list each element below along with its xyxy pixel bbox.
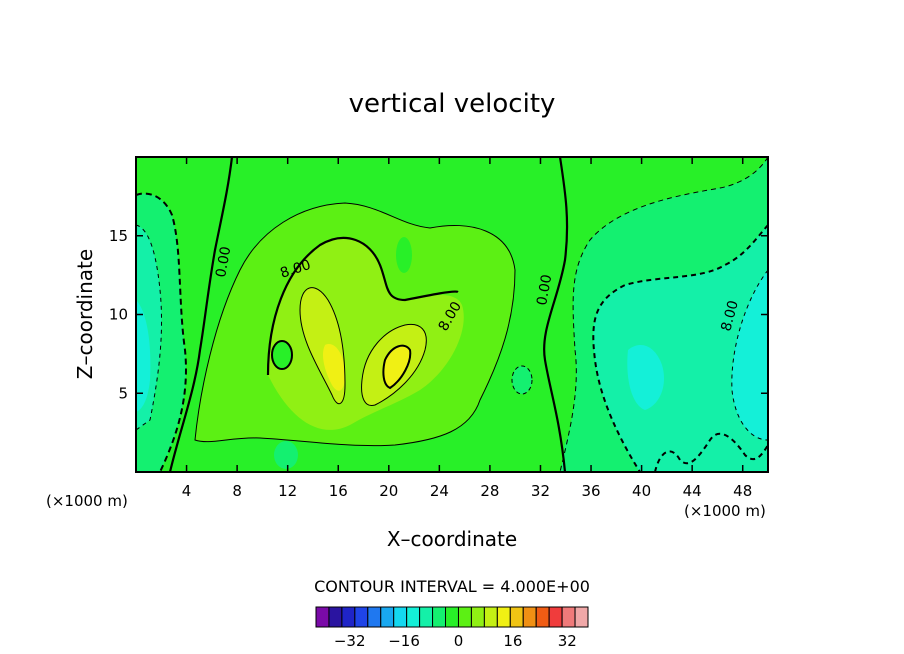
cell-pos-a <box>272 341 292 369</box>
x-axis-label: X–coordinate <box>387 527 517 551</box>
contour-pos-core <box>382 344 412 390</box>
x-tick-label-0: 4 <box>182 482 192 500</box>
colorbar-swatch-20 <box>574 606 589 628</box>
contour-cell-a <box>271 340 293 370</box>
colorbar-swatch-15 <box>509 606 524 628</box>
x-tick-label-3: 16 <box>329 482 348 500</box>
contour-pos-right-lobe <box>361 323 427 407</box>
colorbar-swatch-9 <box>432 606 447 628</box>
colorbar-swatch-11 <box>457 606 472 628</box>
y-axis: 5 10 15 <box>109 227 768 402</box>
region-center-pos-6 <box>383 345 411 388</box>
contour-interval-text: CONTOUR INTERVAL = 4.000E+00 <box>314 577 590 596</box>
colorbar-tick-label-3: 16 <box>503 632 522 650</box>
colorbar-swatch-19 <box>561 606 576 628</box>
contour-lines <box>136 157 768 472</box>
contour-neg-left <box>136 192 187 472</box>
region-right-neg-3 <box>731 270 768 440</box>
colorbar-swatch-12 <box>470 606 485 628</box>
y-tick-label-2: 15 <box>109 227 128 245</box>
contour-label-4: 0.00 <box>534 273 555 306</box>
contour-neg-right <box>559 157 768 472</box>
colorbar-swatch-7 <box>406 606 421 628</box>
contour-neg-left-inner <box>136 224 163 431</box>
colorbar-tick-label-0: −32 <box>334 632 366 650</box>
x-tick-label-11: 48 <box>733 482 752 500</box>
contour-label-1: 0.00 <box>213 245 234 278</box>
contour-neg-right-core <box>731 269 768 441</box>
cell-neg-b <box>512 366 532 394</box>
colorbar-swatch-3 <box>354 606 369 628</box>
contour-zero-left <box>168 157 234 472</box>
x-tick-label-2: 12 <box>278 482 297 500</box>
x-tick-label-6: 28 <box>480 482 499 500</box>
colorbar-swatch-5 <box>380 606 395 628</box>
contour-pos-left-lobe <box>299 287 346 405</box>
contour-field: 0.00 8.00 8.00 0.00 8.00 <box>136 157 768 472</box>
contour-label-5: 8.00 <box>718 299 742 333</box>
region-center-pos-2 <box>268 237 464 430</box>
colorbar-swatch-10 <box>445 606 459 628</box>
x-tick-label-9: 40 <box>632 482 651 500</box>
x-tick-label-1: 8 <box>232 482 242 500</box>
colorbar-swatch-8 <box>419 606 434 628</box>
x-tick-label-10: 44 <box>683 482 702 500</box>
x-tick-label-5: 24 <box>430 482 449 500</box>
contour-cell-c <box>511 365 533 395</box>
x-axis: 4 8 12 16 20 24 28 32 36 40 44 48 <box>182 157 752 500</box>
colorbar-swatch-1 <box>328 606 343 628</box>
x-tick-label-7: 32 <box>531 482 550 500</box>
colorbar: −32 −16 0 16 32 <box>315 606 589 650</box>
region-right-neg-2 <box>593 225 768 472</box>
cell-pos-b <box>396 237 412 273</box>
colorbar-swatch-0 <box>315 606 330 628</box>
y-axis-label: Z–coordinate <box>73 249 97 379</box>
contour-neg-right-inner <box>592 224 768 472</box>
chart-title: vertical velocity <box>349 89 556 119</box>
colorbar-swatch-16 <box>522 606 537 628</box>
colorbar-swatch-18 <box>548 606 563 628</box>
colorbar-tick-label-4: 32 <box>558 632 577 650</box>
y-tick-label-1: 10 <box>109 306 128 324</box>
region-left-neg-3 <box>136 300 151 412</box>
contour-eight-center <box>266 236 459 376</box>
contour-bottom-neg <box>654 432 768 472</box>
colorbar-swatch-13 <box>483 606 498 628</box>
colorbar-swatch-2 <box>341 606 356 628</box>
x-unit-left: (×1000 m) <box>46 492 128 510</box>
x-tick-label-8: 36 <box>581 482 600 500</box>
region-center-pos-5 <box>322 344 345 391</box>
colorbar-swatch-14 <box>496 606 511 628</box>
colorbar-tick-label-1: −16 <box>388 632 420 650</box>
contour-zero-right <box>543 157 569 472</box>
cell-neg-a <box>274 441 298 469</box>
colorbar-swatch-17 <box>535 606 550 628</box>
region-right-neg-4 <box>627 345 665 410</box>
cell-neg-c <box>564 432 592 468</box>
x-tick-label-4: 20 <box>379 482 398 500</box>
contour-pos-outer <box>194 202 516 447</box>
y-tick-label-0: 5 <box>118 384 128 402</box>
colorbar-swatch-6 <box>393 606 408 628</box>
colorbar-tick-label-2: 0 <box>454 632 464 650</box>
colorbar-swatch-4 <box>367 606 382 628</box>
x-unit-right: (×1000 m) <box>684 502 766 520</box>
